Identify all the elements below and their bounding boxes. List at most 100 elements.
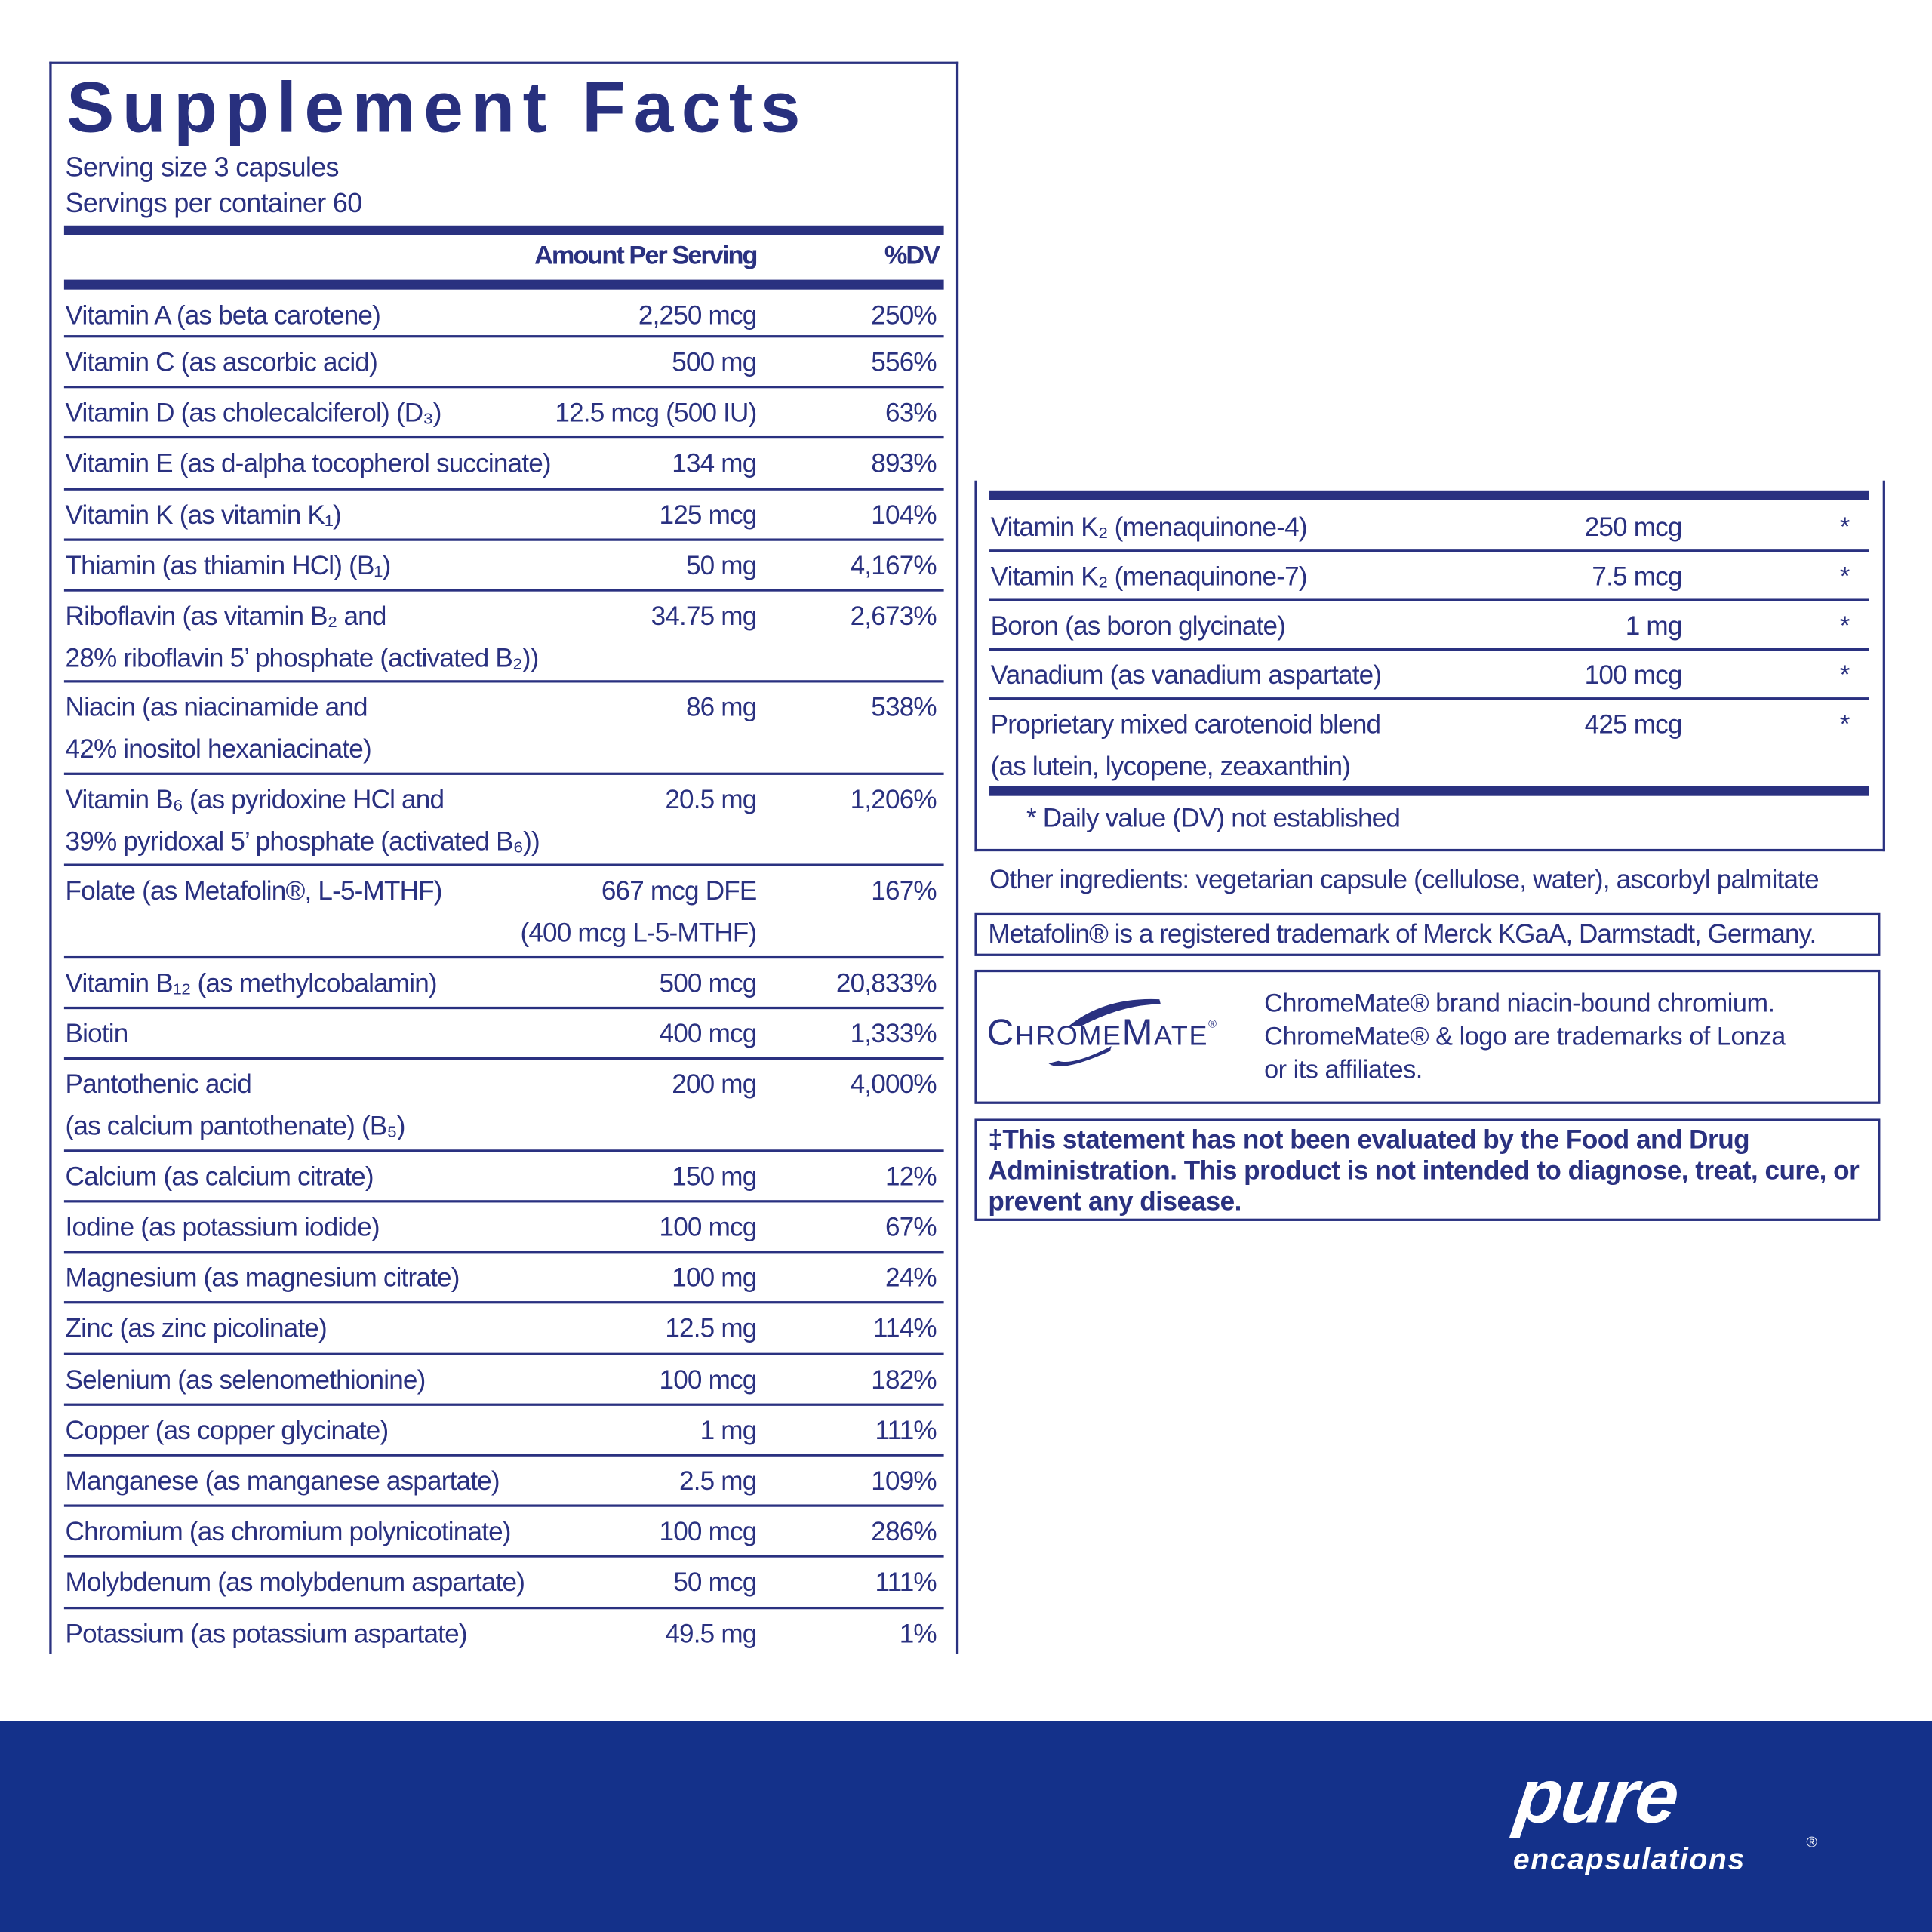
- nutrient-name: Vitamin K₂ (menaquinone-4): [990, 512, 1308, 543]
- nutrient-dv: *: [1839, 561, 1850, 592]
- nutrient-name: Vitamin K₂ (menaquinone-7): [990, 561, 1308, 592]
- svg-text:pure: pure: [1509, 1770, 1684, 1838]
- table-row: Pantothenic acid (as calcium pantothenate…: [63, 1060, 944, 1152]
- table-row: Selenium (as selenomethionine) 100 mcg 182…: [63, 1355, 944, 1406]
- nutrient-dv: 1,206%: [850, 784, 937, 815]
- nutrient-name: Thiamin (as thiamin HCl) (B₁): [65, 550, 392, 580]
- nutrient-name: Folate (as Metafolin®, L-5-MTHF): [65, 876, 443, 906]
- nutrient-amount: 100 mcg: [1584, 660, 1683, 691]
- nutrient-name: Vitamin B₁₂ (as methylcobalamin): [65, 968, 438, 998]
- footer-band: pure encapsulations ®: [0, 1721, 1932, 1932]
- table-row: Iodine (as potassium iodide) 100 mcg 67%: [63, 1202, 944, 1254]
- nutrient-name: Proprietary mixed carotenoid blend (as lu…: [990, 709, 1381, 782]
- nutrient-dv: 4,167%: [850, 550, 937, 580]
- nutrient-amount: 50 mcg: [673, 1567, 757, 1598]
- nutrient-dv: 182%: [871, 1364, 937, 1395]
- nutrient-dv: 24%: [884, 1263, 937, 1293]
- table-row: Vitamin K₂ (menaquinone-4) 250 mcg *: [989, 503, 1869, 552]
- nutrient-name: Boron (as boron glycinate): [990, 611, 1286, 641]
- nutrient-dv: 250%: [871, 300, 937, 331]
- nutrient-dv: 111%: [875, 1415, 937, 1445]
- nutrient-table-continued: Vitamin K₂ (menaquinone-4) 250 mcg * Vitami…: [989, 503, 1869, 792]
- table-row: Thiamin (as thiamin HCl) (B₁) 50 mg 4,167%: [63, 540, 944, 592]
- nutrient-dv: 109%: [871, 1466, 937, 1496]
- nutrient-amount: 425 mcg: [1584, 709, 1683, 740]
- metafolin-note: Metafolin® is a registered trademark of …: [988, 918, 1817, 949]
- nutrient-dv: 12%: [884, 1161, 937, 1192]
- nutrient-amount: 1 mg: [1625, 611, 1683, 641]
- nutrient-dv: 286%: [871, 1516, 937, 1547]
- table-row: Vitamin D (as cholecalciferol) (D₃) 12.5 …: [63, 389, 944, 439]
- nutrient-dv: *: [1839, 660, 1850, 691]
- nutrient-amount: 1 mg: [700, 1415, 758, 1445]
- brand-logo: pure encapsulations ®: [1509, 1770, 1817, 1876]
- serving-size: Serving size 3 capsules: [65, 151, 340, 183]
- chromemate-line: or its affiliates.: [1264, 1056, 1423, 1084]
- nutrient-amount: 49.5 mg: [665, 1618, 757, 1648]
- table-row: Boron (as boron glycinate) 1 mg *: [989, 601, 1869, 651]
- nutrient-amount: 667 mcg DFE (400 mcg L-5-MTHF): [520, 876, 757, 949]
- nutrient-name: Zinc (as zinc picolinate): [65, 1314, 328, 1344]
- nutrient-name: Vitamin B₆ (as pyridoxine HCl and 39% pyr…: [65, 784, 540, 857]
- table-row: Vitamin K (as vitamin K₁) 125 mcg 104%: [63, 490, 944, 541]
- table-row: Folate (as Metafolin®, L-5-MTHF) 667 mcg …: [63, 866, 944, 959]
- divider-bar: [989, 490, 1869, 500]
- table-row: Zinc (as zinc picolinate) 12.5 mg 114%: [63, 1304, 944, 1355]
- nutrient-name: Vitamin K (as vitamin K₁): [65, 500, 342, 530]
- table-row: Copper (as copper glycinate) 1 mg 111%: [63, 1405, 944, 1457]
- chromemate-text: ChromeMate® brand niacin-bound chromium.…: [1264, 987, 1786, 1087]
- table-row: Biotin 400 mcg 1,333%: [63, 1009, 944, 1060]
- table-row: Manganese (as manganese aspartate) 2.5 mg…: [63, 1457, 944, 1507]
- metafolin-trademark-box: Metafolin® is a registered trademark of …: [974, 912, 1881, 956]
- nutrient-amount: 134 mg: [672, 448, 757, 479]
- nutrient-amount: 34.75 mg: [651, 601, 758, 631]
- nutrient-name: Niacin (as niacinamide and 42% inositol h…: [65, 693, 372, 764]
- nutrient-name: Manganese (as manganese aspartate): [65, 1466, 500, 1496]
- dv-footnote: * Daily value (DV) not established: [1026, 803, 1401, 833]
- nutrient-amount: 500 mcg: [659, 968, 758, 998]
- nutrient-amount: 20.5 mg: [665, 784, 757, 815]
- divider-bar: [63, 225, 944, 235]
- chromemate-logo: CHROMEMATE®: [987, 998, 1217, 1066]
- nutrient-amount: 7.5 mcg: [1592, 561, 1682, 592]
- nutrient-name: Magnesium (as magnesium citrate): [65, 1263, 460, 1293]
- divider-bar: [989, 786, 1869, 796]
- nutrient-amount: 100 mg: [672, 1263, 757, 1293]
- nutrient-dv: 538%: [871, 693, 937, 723]
- table-row: Vitamin E (as d-alpha tocopherol succina…: [63, 439, 944, 491]
- divider-bar: [63, 279, 944, 290]
- table-row: Magnesium (as magnesium citrate) 100 mg 24…: [63, 1254, 944, 1304]
- nutrient-amount: 12.5 mg: [665, 1314, 757, 1344]
- table-row: Proprietary mixed carotenoid blend (as lu…: [989, 700, 1869, 792]
- nutrient-dv: 1%: [899, 1618, 937, 1648]
- nutrient-amount: 500 mg: [672, 347, 757, 377]
- table-row: Vitamin B₁₂ (as methylcobalamin) 500 mcg 2…: [63, 958, 944, 1010]
- table-row: Vitamin B₆ (as pyridoxine HCl and 39% pyr…: [63, 775, 944, 867]
- nutrient-name: Potassium (as potassium aspartate): [65, 1618, 468, 1648]
- table-row: Vanadium (as vanadium aspartate) 100 mcg *: [989, 651, 1869, 700]
- nutrient-amount: 100 mcg: [659, 1364, 758, 1395]
- nutrient-dv: 67%: [884, 1212, 937, 1242]
- nutrient-amount: 86 mg: [685, 693, 757, 723]
- nutrient-table: Vitamin A (as beta carotene) 2,250 mcg 250…: [63, 291, 944, 1659]
- nutrient-amount: 2.5 mg: [679, 1466, 757, 1496]
- chromemate-line: ChromeMate® brand niacin-bound chromium.: [1264, 989, 1775, 1018]
- nutrient-dv: 4,000%: [850, 1069, 937, 1100]
- other-ingredients: Other ingredients: vegetarian capsule (c…: [989, 865, 1820, 895]
- nutrient-amount: 150 mg: [672, 1161, 757, 1192]
- nutrient-name: Calcium (as calcium citrate): [65, 1161, 374, 1192]
- chromemate-line: ChromeMate® & logo are trademarks of Lon…: [1264, 1023, 1786, 1051]
- table-row: Riboflavin (as vitamin B₂ and 28% ribofla…: [63, 592, 944, 684]
- nutrient-amount: 200 mg: [672, 1069, 757, 1100]
- nutrient-dv: 2,673%: [850, 601, 937, 631]
- nutrient-amount: 2,250 mcg: [638, 300, 757, 331]
- nutrient-amount: 100 mcg: [659, 1516, 758, 1547]
- nutrient-dv: 114%: [872, 1314, 937, 1344]
- page-title: Supplement Facts: [66, 67, 808, 148]
- nutrient-dv: 556%: [871, 347, 937, 377]
- nutrient-dv: 111%: [875, 1567, 937, 1598]
- table-row: Niacin (as niacinamide and 42% inositol h…: [63, 683, 944, 775]
- supplement-facts-continued-panel: Vitamin K₂ (menaquinone-4) 250 mcg * Vitami…: [974, 480, 1885, 852]
- table-row: Vitamin C (as ascorbic acid) 500 mg 556%: [63, 337, 944, 389]
- nutrient-amount: 125 mcg: [659, 500, 758, 530]
